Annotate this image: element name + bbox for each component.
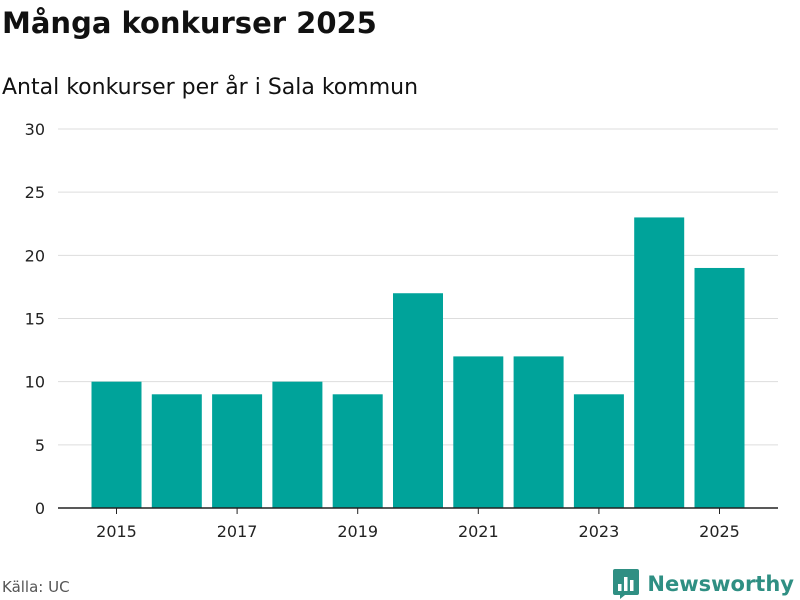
x-tick-label: 2025 — [699, 522, 740, 541]
bar-2018 — [272, 381, 323, 508]
y-tick-label: 5 — [35, 436, 45, 455]
bar-chart-logo-icon — [613, 569, 640, 599]
brand-name: Newsworthy — [647, 572, 794, 596]
bars — [91, 217, 745, 508]
bar-2022 — [513, 356, 564, 508]
brand-logo: Newsworthy — [613, 569, 794, 599]
bar-2019 — [332, 394, 383, 508]
bar-2024 — [634, 217, 685, 508]
y-tick-label: 10 — [25, 373, 45, 392]
x-tick-label: 2019 — [337, 522, 378, 541]
x-tick-labels: 2015 2017 2019 2021 2023 2025 — [96, 508, 740, 541]
x-tick-label: 2017 — [217, 522, 258, 541]
chart-subtitle: Antal konkurser per år i Sala kommun — [2, 75, 419, 100]
y-tick-label: 15 — [25, 310, 45, 329]
bar-2023 — [573, 394, 624, 508]
bar-2016 — [151, 394, 202, 508]
y-tick-label: 0 — [35, 499, 45, 518]
source-note: Källa: UC — [2, 578, 70, 596]
y-tick-label: 20 — [25, 246, 45, 265]
y-tick-labels: 0 5 10 15 20 25 30 — [25, 120, 45, 518]
x-tick-label: 2015 — [96, 522, 137, 541]
bar-2020 — [393, 293, 443, 508]
chart-title: Många konkurser 2025 — [2, 6, 377, 40]
bar-2021 — [453, 356, 504, 508]
bar-2015 — [91, 381, 142, 508]
y-tick-label: 25 — [25, 183, 45, 202]
x-tick-label: 2021 — [458, 522, 499, 541]
x-tick-label: 2023 — [579, 522, 620, 541]
bar-2025 — [694, 267, 745, 508]
y-tick-label: 30 — [25, 120, 45, 139]
bar-2017 — [212, 394, 263, 508]
